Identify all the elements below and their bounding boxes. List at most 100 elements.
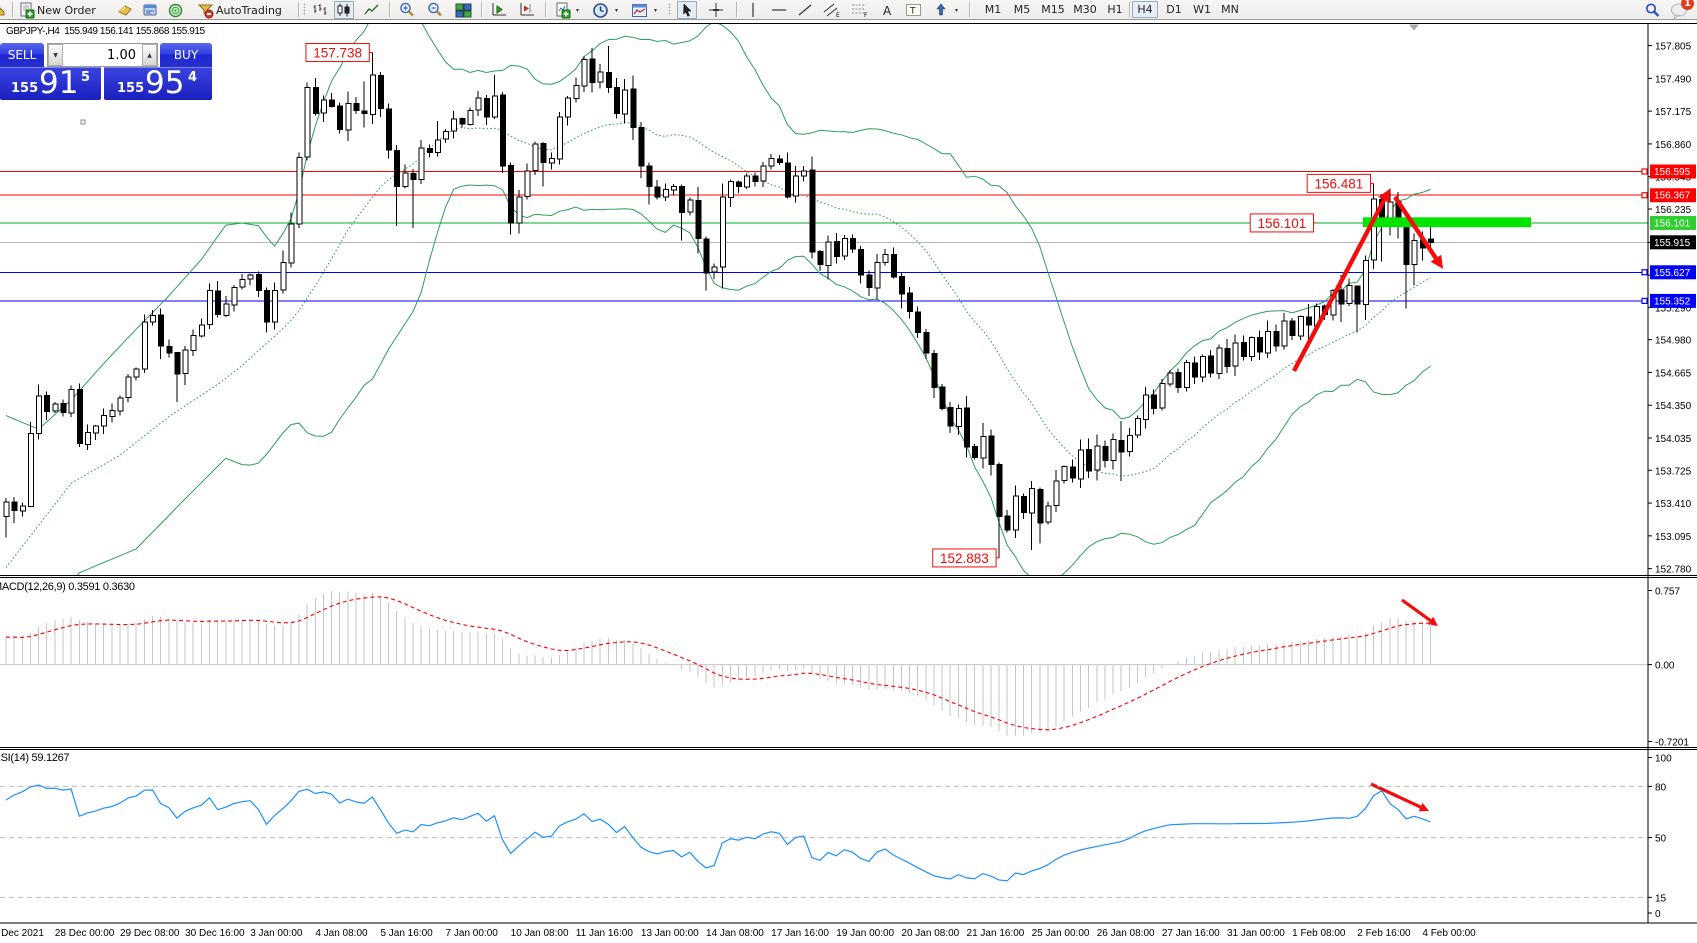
svg-text:11 Jan 16:00: 11 Jan 16:00 <box>576 928 634 939</box>
svg-text:21 Jan 16:00: 21 Jan 16:00 <box>967 928 1025 939</box>
buy-price-display[interactable]: 155 95 4 <box>104 67 212 100</box>
tab-timeframe-m15[interactable]: M15 <box>1041 3 1065 16</box>
chart-overlay: 157.738 156.481 156.101 152.883 <box>80 24 1531 568</box>
horizontal-line-icon[interactable] <box>769 1 789 19</box>
svg-text:0: 0 <box>1655 909 1661 920</box>
arrows-icon[interactable] <box>931 1 951 19</box>
svg-text:5 Jan 16:00: 5 Jan 16:00 <box>380 928 433 939</box>
toolbar-separator <box>736 2 738 17</box>
price-annotation-box <box>305 43 370 63</box>
chart-shift-icon[interactable] <box>516 1 538 19</box>
volume-stepper: ▼ 1.00 ▲ <box>47 43 158 67</box>
periods-dropdown-icon[interactable]: ▾ <box>615 6 619 14</box>
macd-panel <box>0 591 1648 736</box>
svg-text:156.367: 156.367 <box>1654 191 1691 202</box>
svg-text:4 Jan 08:00: 4 Jan 08:00 <box>315 928 368 939</box>
toolbar-separator <box>389 2 391 17</box>
zoom-in-icon[interactable] <box>396 1 418 19</box>
indicators-dropdown-icon[interactable]: ▾ <box>576 6 580 14</box>
chart-candles-icon[interactable] <box>334 1 354 19</box>
price-annotation-text: 156.101 <box>1257 216 1306 231</box>
svg-text:156.235: 156.235 <box>1655 205 1692 216</box>
toolbar-grip-handle[interactable] <box>668 3 671 16</box>
autotrading-icon[interactable] <box>196 1 214 19</box>
tab-timeframe-d1[interactable]: D1 <box>1166 3 1182 16</box>
auto-scroll-icon[interactable] <box>488 1 510 19</box>
search-icon[interactable] <box>1642 1 1662 19</box>
svg-text:50: 50 <box>1655 834 1667 845</box>
price-badge-156.367 <box>1650 188 1696 203</box>
notification-badge[interactable]: 1 <box>1681 0 1694 10</box>
svg-text:7 Jan 00:00: 7 Jan 00:00 <box>446 928 499 939</box>
chat-icon[interactable]: 1 <box>1668 0 1694 19</box>
sell-price-display[interactable]: 155 91 5 <box>0 67 101 100</box>
toolbar: New Order AutoTrading ▾ ▾ ▾ E F A T ▾ M1… <box>0 0 1697 20</box>
svg-text:27 Jan 16:00: 27 Jan 16:00 <box>1162 928 1220 939</box>
sell-price-sup: 5 <box>81 70 91 85</box>
tile-windows-icon[interactable] <box>452 1 474 19</box>
tab-timeframe-m5[interactable]: M5 <box>1013 3 1031 16</box>
svg-text:155.915: 155.915 <box>1654 238 1691 249</box>
toolbar-grip-handle[interactable] <box>303 3 306 16</box>
buy-button[interactable]: BUY <box>160 43 212 67</box>
tab-timeframe-w1[interactable]: W1 <box>1193 3 1211 16</box>
svg-text:100: 100 <box>1655 754 1672 765</box>
toolbar-separator <box>12 2 14 17</box>
metaeditor-icon[interactable] <box>116 1 134 19</box>
volume-value[interactable]: 1.00 <box>107 47 136 63</box>
terminal-icon[interactable] <box>141 1 159 19</box>
svg-text:Dec 2021: Dec 2021 <box>1 928 44 939</box>
price-badge-155.352 <box>1650 293 1696 308</box>
templates-icon[interactable] <box>629 1 649 19</box>
price-annotation-text: 152.883 <box>940 551 989 566</box>
templates-dropdown-icon[interactable]: ▾ <box>654 6 658 14</box>
rsi-panel <box>0 782 1648 898</box>
price-scale[interactable]: 157.805157.490157.175156.860156.545156.2… <box>1641 42 1696 920</box>
vertical-line-icon[interactable] <box>743 1 763 19</box>
svg-text:153.725: 153.725 <box>1655 466 1692 477</box>
trendline-icon[interactable] <box>795 1 815 19</box>
svg-text:156.860: 156.860 <box>1655 140 1692 151</box>
text-label-icon[interactable]: T <box>903 1 923 19</box>
tab-timeframe-h1[interactable]: H1 <box>1107 3 1123 16</box>
text-icon[interactable]: A <box>877 1 897 19</box>
sell-button[interactable]: SELL <box>0 43 44 67</box>
toolbar-separator <box>481 2 483 17</box>
tab-timeframe-m30[interactable]: M30 <box>1073 3 1097 16</box>
chart-line-icon[interactable] <box>362 1 382 19</box>
svg-text:0.757: 0.757 <box>1655 587 1680 598</box>
strategy-tester-icon[interactable] <box>166 1 184 19</box>
svg-text:26 Jan 08:00: 26 Jan 08:00 <box>1097 928 1155 939</box>
svg-text:154.665: 154.665 <box>1655 368 1692 379</box>
one-click-trading-panel: SELL ▼ 1.00 ▲ BUY 155 91 5 155 95 4 <box>0 43 212 100</box>
equidistant-channel-icon[interactable]: E <box>821 1 843 19</box>
price-annotation-box <box>1249 213 1315 233</box>
profile-icon[interactable] <box>0 1 7 19</box>
periods-icon[interactable] <box>590 1 610 19</box>
svg-text:T: T <box>909 7 916 17</box>
svg-text:154.035: 154.035 <box>1655 434 1692 445</box>
arrows-dropdown-icon[interactable]: ▾ <box>955 6 959 14</box>
candles <box>3 46 1434 558</box>
chart-bars-icon[interactable] <box>310 1 330 19</box>
new-order-label[interactable]: New Order <box>37 3 96 17</box>
svg-text:25 Jan 00:00: 25 Jan 00:00 <box>1032 928 1090 939</box>
tab-timeframe-h4[interactable]: H4 <box>1132 1 1158 18</box>
cursor-icon[interactable] <box>677 1 697 19</box>
tab-timeframe-mn[interactable]: MN <box>1221 3 1239 16</box>
new-order-icon[interactable] <box>17 1 35 19</box>
autotrading-label[interactable]: AutoTrading <box>216 3 282 17</box>
trend-arrow <box>1292 198 1386 372</box>
zoom-out-icon[interactable] <box>424 1 446 19</box>
svg-text:10 Jan 08:00: 10 Jan 08:00 <box>511 928 569 939</box>
fibonacci-icon[interactable]: F <box>849 1 871 19</box>
chart-shift-marker <box>1409 24 1419 31</box>
crosshair-icon[interactable] <box>706 1 726 19</box>
tab-timeframe-m1[interactable]: M1 <box>984 3 1002 16</box>
volume-decrease-button[interactable]: ▼ <box>48 44 63 66</box>
volume-increase-button[interactable]: ▲ <box>142 44 157 66</box>
indicators-icon[interactable] <box>552 1 572 19</box>
time-scale[interactable]: Dec 2021 28 Dec 00:00 29 Dec 08:00 30 Dec 1… <box>1 928 1476 939</box>
svg-text:29 Dec 08:00: 29 Dec 08:00 <box>120 928 180 939</box>
